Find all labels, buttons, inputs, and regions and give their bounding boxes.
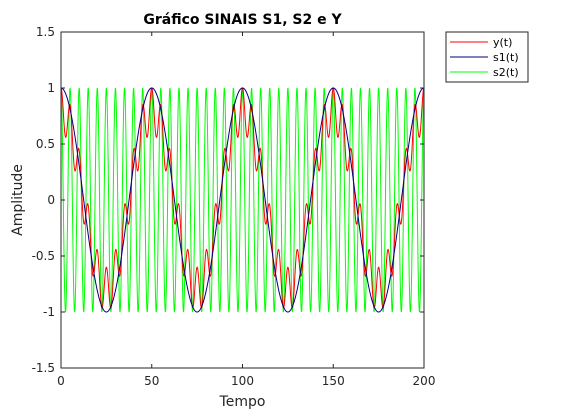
x-axis-label: Tempo (219, 394, 266, 410)
x-tick-label: 50 (144, 374, 159, 388)
y-axis: -1.5 -1 -0.5 0 0.5 1 1.5 (32, 25, 424, 375)
y-tick-label: 0 (47, 193, 55, 207)
legend-label: s1(t) (493, 51, 519, 64)
legend-label: y(t) (493, 36, 512, 49)
x-axis: 0 50 100 150 200 (57, 32, 435, 388)
x-tick-label: 200 (413, 374, 436, 388)
plot-area (61, 32, 424, 368)
x-tick-label: 100 (231, 374, 254, 388)
y-tick-label: 0.5 (36, 137, 55, 151)
x-tick-label: 150 (322, 374, 345, 388)
y-tick-label: 1 (47, 81, 55, 95)
y-tick-label: -0.5 (32, 249, 55, 263)
series-layer (60, 87, 425, 313)
x-tick-label: 0 (57, 374, 65, 388)
series-line-s1t (60, 87, 425, 313)
legend: y(t) s1(t) s2(t) (445, 31, 529, 83)
y-tick-label: -1 (43, 305, 55, 319)
chart-title: Gráfico SINAIS S1, S2 e Y (143, 12, 342, 28)
y-tick-label: -1.5 (32, 361, 55, 375)
legend-label: s2(t) (493, 66, 519, 79)
y-axis-label: Amplitude (10, 164, 26, 236)
y-tick-label: 1.5 (36, 25, 55, 39)
